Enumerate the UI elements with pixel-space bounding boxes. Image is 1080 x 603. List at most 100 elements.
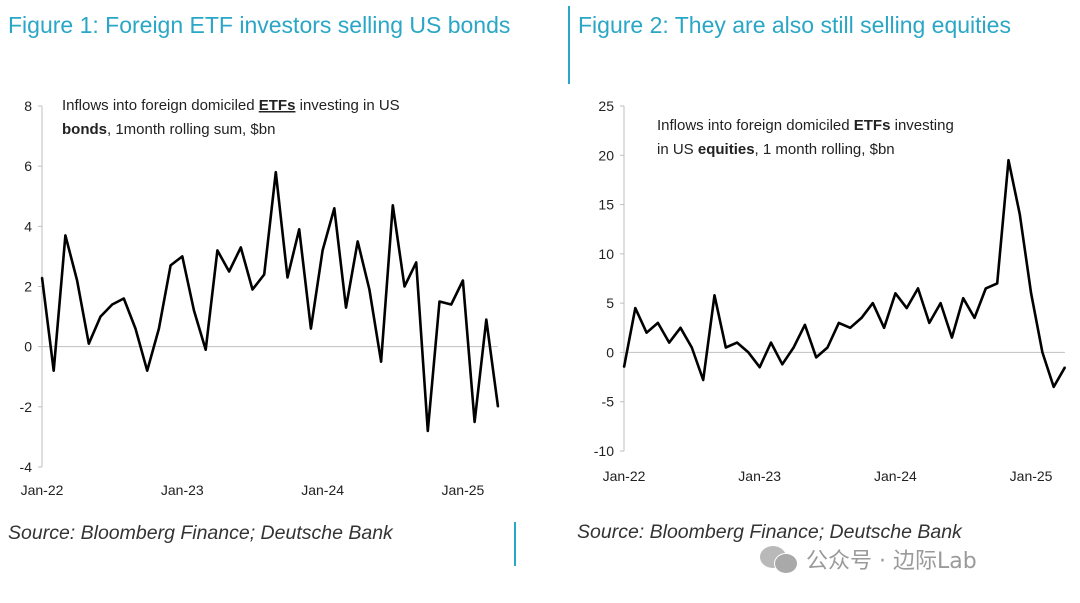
chart1-y-tick-label: 4 [24, 218, 32, 234]
wechat-icon [760, 544, 798, 574]
chart1-series-line [40, 170, 500, 433]
figure2-title: Figure 2: They are also still selling eq… [578, 12, 1011, 38]
chart1-data-point [216, 249, 219, 252]
chart1-data-point [497, 406, 499, 408]
chart-1-bonds: 8 6 4 2 0 -2 -4 Jan-22 Jan-23 Jan-24 Jan-25 Inflow… [20, 97, 500, 498]
chart1-data-point [76, 279, 78, 282]
chart2-y-tick-label: 5 [606, 295, 614, 311]
chart2-data-point [713, 294, 716, 297]
chart2-data-point [691, 346, 693, 349]
chart1-data-point [485, 318, 488, 321]
chart1-data-point [275, 171, 277, 173]
chart2-data-point [804, 324, 806, 326]
chart2-series-line [622, 158, 1067, 389]
chart1-data-point [356, 240, 359, 243]
chart2-data-point [1041, 351, 1044, 354]
chart1-data-point [450, 303, 453, 306]
chart2-y-tick-label: -10 [594, 443, 614, 459]
chart1-annotation-line1: Inflows into foreign domiciled ETFs inve… [62, 97, 400, 114]
chart2-data-point [849, 326, 851, 329]
chart1-data-point [438, 300, 441, 303]
divider-line-top [568, 6, 570, 84]
chart2-data-point [917, 287, 919, 290]
chart1-data-point [403, 285, 406, 288]
chart1-y-tick-label: 2 [24, 279, 32, 295]
chart2-data-point [770, 341, 772, 344]
watermark-text: 公众号 · 边际Lab [806, 549, 977, 574]
chart1-data-point [52, 369, 55, 372]
chart2-data-point [1030, 292, 1032, 295]
chart1-data-point [228, 270, 230, 273]
chart1-data-point [427, 430, 429, 432]
chart1-y-tick-label: 0 [24, 339, 32, 355]
chart1-data-point [169, 264, 172, 267]
chart1-data-point [146, 369, 149, 372]
chart1-y-tick-label: 8 [24, 98, 32, 114]
chart1-data-point [298, 228, 301, 231]
chart1-data-point [158, 327, 160, 330]
chart2-data-point [894, 292, 897, 295]
chart1-data-point [87, 342, 90, 345]
chart2-data-point [634, 307, 637, 309]
chart1-x-tick-label: Jan-22 [21, 482, 64, 498]
chart2-data-point [838, 322, 840, 324]
chart1-data-point [333, 207, 336, 210]
chart2-x-tick-label: Jan-22 [603, 468, 646, 484]
chart2-y-tick-label: 15 [598, 197, 614, 213]
chart2-data-point [871, 302, 874, 304]
divider-line-bottom [514, 522, 516, 566]
chart1-data-point [111, 303, 113, 306]
chart2-data-point [985, 287, 987, 290]
chart1-y-tick-label: -2 [20, 399, 33, 415]
chart2-data-point [679, 326, 682, 329]
chart1-data-point [380, 360, 382, 363]
chart2-data-point [996, 282, 998, 285]
chart1-data-point [41, 276, 43, 279]
chart1-data-point [462, 279, 464, 282]
chart1-data-point [204, 348, 207, 351]
chart1-data-point [251, 288, 254, 291]
chart2-data-point [668, 341, 671, 344]
chart1-annotation-line2: bonds, 1month rolling sum, $bn [62, 121, 275, 138]
chart1-data-point [473, 421, 476, 423]
chart2-x-tick-label: Jan-25 [1010, 468, 1053, 484]
figure2-source: Source: Bloomberg Finance; Deutsche Bank [577, 521, 962, 543]
chart2-data-point [645, 331, 648, 334]
chart2-data-point [939, 302, 942, 304]
chart1-x-tick-label: Jan-25 [442, 482, 485, 498]
chart1-data-point [239, 246, 242, 249]
chart2-data-point [860, 317, 863, 319]
chart2-x-tick-label: Jan-24 [874, 468, 917, 484]
chart2-data-point [1018, 213, 1021, 216]
chart2-data-point [781, 363, 784, 366]
chart2-x-tick-label: Jan-23 [738, 468, 781, 484]
chart2-data-point [1052, 386, 1055, 388]
chart1-data-point [64, 234, 67, 237]
chart1-data-point [263, 273, 265, 276]
chart1-x-tick-label: Jan-24 [301, 482, 344, 498]
chart2-y-tick-label: -5 [602, 394, 615, 410]
chart2-data-point [1007, 159, 1010, 162]
chart2-data-point [928, 322, 931, 324]
chart1-data-point [193, 309, 195, 312]
chart1-data-point [391, 204, 394, 207]
chart1-data-point [134, 327, 137, 330]
chart1-y-tick-label: 6 [24, 158, 32, 174]
chart2-data-point [724, 346, 727, 349]
chart2-annotation-line1: Inflows into foreign domiciled ETFs inve… [657, 117, 954, 134]
chart2-data-point [702, 379, 704, 381]
chart1-data-point [286, 276, 289, 279]
chart2-annotation-line2: in US equities, 1 month rolling, $bn [657, 141, 895, 158]
watermark: 公众号 · 边际Lab [760, 543, 977, 575]
chart2-data-point [623, 366, 625, 369]
chart1-data-point [368, 288, 371, 291]
chart2-data-point [792, 346, 795, 349]
chart1-y-tick-label: -4 [20, 459, 33, 475]
chart2-data-point [826, 346, 829, 349]
chart2-data-point [758, 366, 761, 369]
chart2-y-tick-label: 10 [598, 246, 614, 262]
chart1-data-point [99, 315, 102, 318]
chart2-data-point [962, 297, 965, 300]
chart2-y-tick-label: 0 [606, 344, 614, 360]
